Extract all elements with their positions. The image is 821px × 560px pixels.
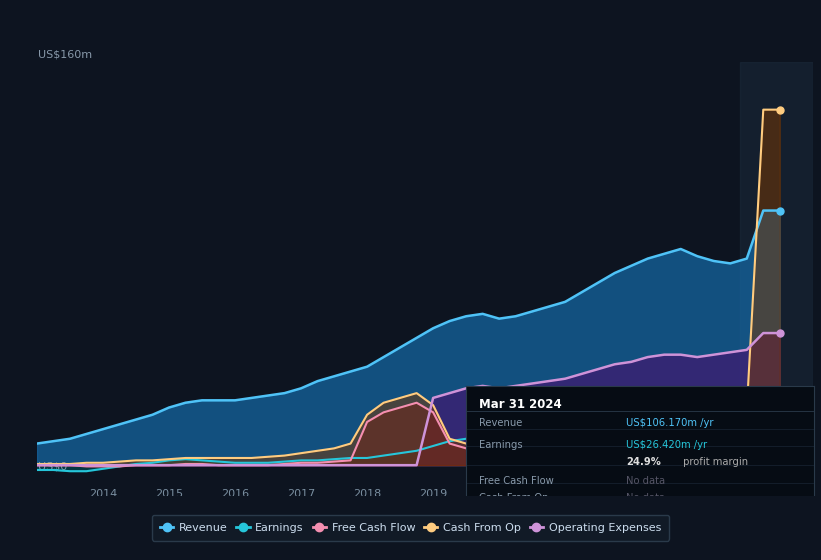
- Text: No data: No data: [626, 493, 665, 503]
- Bar: [741, 62, 813, 484]
- Text: Cash From Op: Cash From Op: [479, 493, 549, 503]
- Text: 24.9%: 24.9%: [626, 458, 661, 468]
- Text: US$0: US$0: [39, 461, 68, 472]
- Text: Mar 31 2024: Mar 31 2024: [479, 398, 562, 410]
- Text: Revenue: Revenue: [479, 418, 523, 428]
- Text: Free Cash Flow: Free Cash Flow: [479, 476, 554, 486]
- Text: No data: No data: [626, 476, 665, 486]
- Text: US$160m: US$160m: [39, 49, 93, 59]
- Legend: Revenue, Earnings, Free Cash Flow, Cash From Op, Operating Expenses: Revenue, Earnings, Free Cash Flow, Cash …: [152, 515, 669, 540]
- Text: US$106.170m /yr: US$106.170m /yr: [626, 418, 713, 428]
- Text: Operating Expenses: Operating Expenses: [479, 516, 580, 526]
- Text: US$26.420m /yr: US$26.420m /yr: [626, 440, 707, 450]
- Text: US$55.213m /yr: US$55.213m /yr: [626, 516, 707, 526]
- Text: Earnings: Earnings: [479, 440, 523, 450]
- Text: profit margin: profit margin: [680, 458, 748, 468]
